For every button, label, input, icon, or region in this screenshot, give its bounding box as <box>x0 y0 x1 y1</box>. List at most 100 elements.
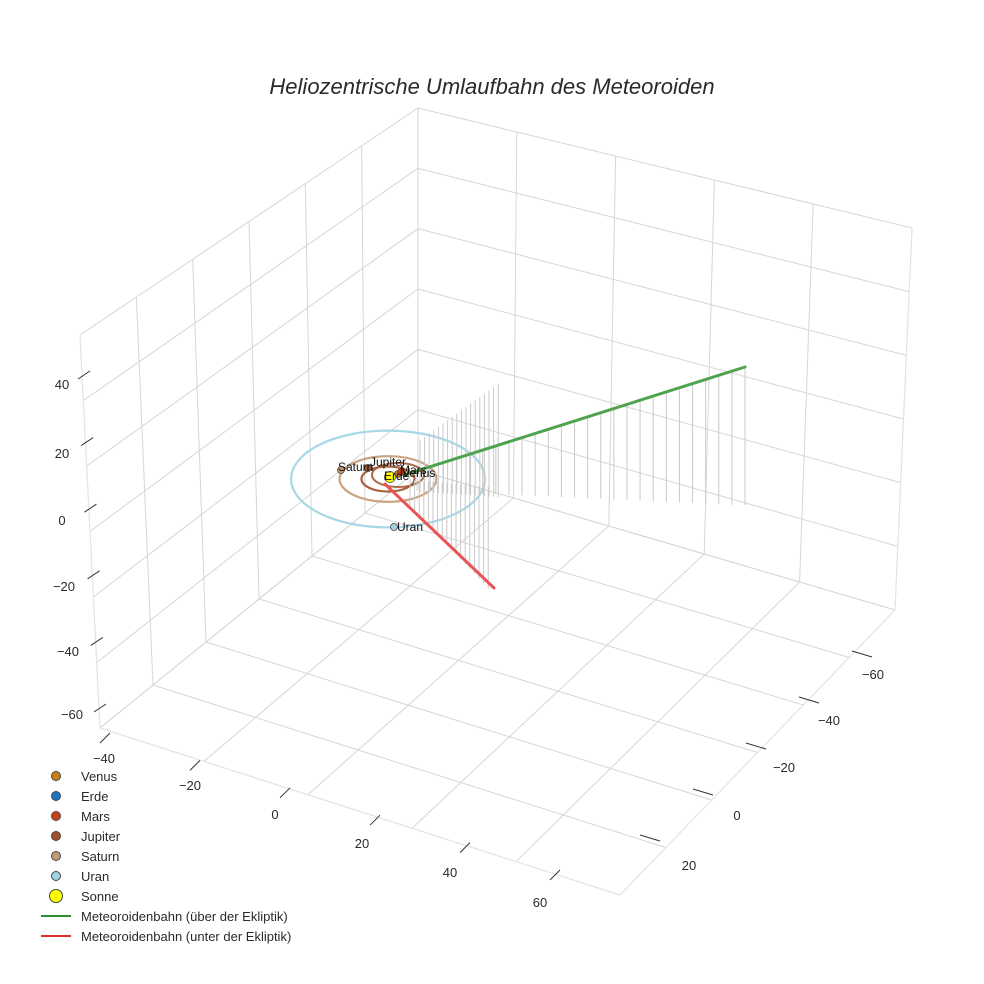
x-tick-mark <box>279 787 291 799</box>
planet-label-uran: Uran <box>397 520 423 534</box>
z-tick-mark <box>93 703 107 713</box>
swatch <box>51 831 61 841</box>
marker-swatch-icon <box>40 771 72 781</box>
z-tick-mark <box>84 503 97 513</box>
gridline <box>417 469 896 611</box>
legend-item-mars[interactable]: Mars <box>40 806 291 826</box>
legend-item-meteoroidenbahn-7[interactable]: Meteoroidenbahn (über der Ekliptik) <box>40 906 291 926</box>
gridline <box>417 228 907 356</box>
legend-item-sonne[interactable]: Sonne <box>40 886 291 906</box>
planet-label-mars: Mars <box>400 463 427 477</box>
tick-layer: −40 −20 0 20 40 60 −60 −40 −20 0 20 40 20 0 −20 −40 −60 <box>53 370 884 910</box>
box-edge <box>619 609 896 896</box>
x-tick-label: 40 <box>443 865 457 880</box>
gridline <box>89 288 419 532</box>
legend-label: Uran <box>81 868 110 884</box>
x-tick-label: −20 <box>179 778 201 793</box>
trajectory-below-ecliptic <box>383 482 496 590</box>
planet-label-erde: Erde <box>384 469 410 483</box>
gridline <box>152 684 666 848</box>
z-tick-label: −20 <box>53 579 75 594</box>
line-swatch-icon <box>40 935 72 937</box>
gridline <box>79 107 419 336</box>
z-tick-mark <box>77 370 91 380</box>
planet-marker-uran <box>390 523 398 531</box>
z-tick-label: 0 <box>58 513 65 528</box>
legend-label: Sonne <box>81 888 119 904</box>
gridline <box>93 348 419 598</box>
marker-swatch-icon <box>40 811 72 821</box>
gridline <box>515 581 800 862</box>
swatch <box>51 771 61 781</box>
y-tick-mark <box>639 834 661 842</box>
legend-label: Jupiter <box>81 828 121 844</box>
y-tick-label: −20 <box>773 760 795 775</box>
gridline <box>417 409 898 547</box>
gridline <box>99 469 419 729</box>
planet-label-saturn: Saturn <box>338 460 373 474</box>
x-tick-mark <box>459 842 471 853</box>
box-edge <box>894 227 913 611</box>
planet-label-jupiter: Jupiter <box>370 455 406 469</box>
gridline <box>86 228 419 467</box>
box-edge <box>99 727 621 896</box>
legend-label: Venus <box>81 768 118 784</box>
x-tick-label: 20 <box>355 836 369 851</box>
y-tick-mark <box>851 650 873 658</box>
planet-marker-saturn <box>337 466 345 474</box>
legend-label: Mars <box>81 808 110 824</box>
legend-item-meteoroidenbahn-8[interactable]: Meteoroidenbahn (unter der Ekliptik) <box>40 926 291 946</box>
legend: Venus Erde Mars Jupiter Saturn Uran Sonne Meteo… <box>40 766 291 946</box>
legend-label: Meteoroidenbahn (über der Ekliptik) <box>81 908 288 924</box>
y-tick-label: −40 <box>818 713 840 728</box>
marker-swatch-icon <box>40 791 72 801</box>
x-tick-mark <box>99 732 111 744</box>
y-tick-label: 0 <box>733 808 740 823</box>
trajectory-above-ecliptic <box>402 365 747 477</box>
gridline <box>96 409 419 663</box>
line-swatch-icon <box>40 915 72 917</box>
gridline <box>417 107 913 229</box>
gridline <box>83 167 419 401</box>
legend-label: Erde <box>81 788 109 804</box>
gridline <box>258 598 758 753</box>
box-edge <box>79 334 101 729</box>
y-tick-mark <box>745 742 767 750</box>
swatch <box>41 915 71 917</box>
z-tick-label: 40 <box>55 377 69 392</box>
marker-swatch-icon <box>40 889 72 903</box>
legend-label: Saturn <box>81 848 120 864</box>
legend-item-jupiter[interactable]: Jupiter <box>40 826 291 846</box>
gridline <box>205 641 712 801</box>
gridline <box>417 348 901 484</box>
x-tick-label: −40 <box>93 751 115 766</box>
swatch <box>41 935 71 937</box>
planet-marker-mars <box>397 468 405 476</box>
gridline <box>364 512 850 658</box>
x-tick-mark <box>549 869 561 881</box>
swatch <box>49 889 63 903</box>
z-tick-mark <box>80 437 94 447</box>
legend-item-saturn[interactable]: Saturn <box>40 846 291 866</box>
z-tick-label: −60 <box>61 707 83 722</box>
z-tick-mark <box>90 636 104 646</box>
legend-item-erde[interactable]: Erde <box>40 786 291 806</box>
swatch <box>51 791 61 801</box>
legend-item-venus[interactable]: Venus <box>40 766 291 786</box>
gridline <box>417 167 910 293</box>
swatch <box>51 851 61 861</box>
gridline <box>411 553 705 829</box>
orbit-uran <box>289 429 487 529</box>
grid-layer <box>79 107 913 896</box>
legend-label: Meteoroidenbahn (unter der Ekliptik) <box>81 928 292 944</box>
x-tick-mark <box>369 814 381 826</box>
orbit-jupiter-inner <box>371 462 425 488</box>
x-tick-label: 0 <box>271 807 278 822</box>
planet-label-venus: Venus <box>402 466 435 480</box>
x-tick-mark <box>189 760 201 771</box>
gridline <box>311 555 804 706</box>
y-tick-mark <box>692 788 714 796</box>
legend-item-uran[interactable]: Uran <box>40 866 291 886</box>
